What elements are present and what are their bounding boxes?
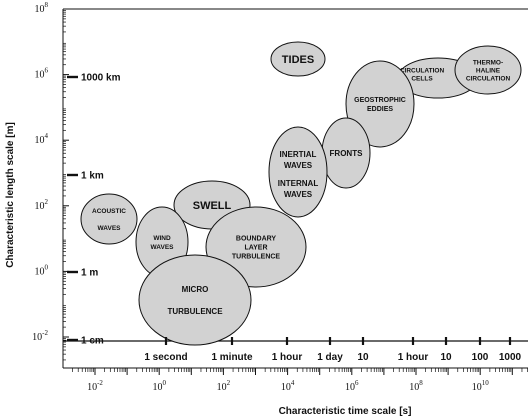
x-tick-label: 108 <box>409 379 423 393</box>
time-reference-label: 1000 <box>499 352 522 363</box>
time-reference: 100 <box>472 337 489 363</box>
bubble-shape <box>270 41 326 77</box>
y-axis-title: Characteristic length scale [m] <box>5 122 16 268</box>
x-axis-title: Characteristic time scale [s] <box>279 406 412 417</box>
bubble-shape <box>80 193 138 245</box>
length-reference: 1 m <box>67 268 98 279</box>
plot-frame <box>62 8 528 369</box>
time-reference-label: 1 hour <box>272 352 303 363</box>
y-tick: 102 <box>35 198 69 212</box>
y-tick: 106 <box>35 67 69 81</box>
x-tick-label: 1010 <box>472 379 490 393</box>
time-reference: 10 <box>357 337 369 363</box>
y-tick: 10-2 <box>32 329 69 343</box>
time-reference: 1 minute <box>211 337 253 363</box>
bubble-shape <box>345 60 415 148</box>
length-reference-label: 1000 km <box>81 73 121 84</box>
length-reference-label: 1 cm <box>81 336 104 347</box>
y-tick: 108 <box>35 1 69 15</box>
bubble-geostrophic-eddies: GEOSTROPHIC EDDIES <box>345 60 415 148</box>
x-tick-label: 102 <box>217 379 231 393</box>
bubble-tides: TIDES <box>270 41 326 77</box>
time-reference: 1 hour <box>272 337 303 363</box>
y-axis: 108 106 104 102 100 10-2 <box>32 1 69 361</box>
time-reference-label: 1 hour <box>398 352 429 363</box>
length-reference-label: 1 m <box>81 268 98 279</box>
time-reference-label: 10 <box>357 352 369 363</box>
time-reference-label: 100 <box>472 352 489 363</box>
x-tick-label: 106 <box>345 379 359 393</box>
bubble-shape <box>268 126 328 218</box>
bubble-acoustic: ACOUSTIC WAVES <box>80 193 138 245</box>
y-tick-label: 108 <box>35 1 49 15</box>
length-reference-marks: 1000 km 1 km 1 m 1 cm <box>67 73 121 347</box>
length-reference-label: 1 km <box>81 171 104 182</box>
time-reference: 1 day <box>317 337 343 363</box>
phenomena-bubbles: TIDES CIRCULATION CELLS THERMO-HALINE CIRCUL… <box>80 41 522 346</box>
bubble-label: INERTIAL WAVES INTERNAL WAVES <box>278 150 319 199</box>
y-tick: 104 <box>35 132 69 146</box>
y-tick-label: 100 <box>35 263 49 277</box>
y-tick-label: 104 <box>35 132 49 146</box>
bubble-label: BOUNDARY LAYER TURBULENCE <box>232 235 281 260</box>
bubble-fronts: FRONTS <box>321 117 371 189</box>
time-reference-label: 10 <box>440 352 452 363</box>
y-tick: 100 <box>35 263 69 277</box>
bubble-shape <box>138 254 252 346</box>
y-tick-label: 10-2 <box>32 329 48 343</box>
bubble-label: ACOUSTIC WAVES <box>92 208 126 232</box>
bubble-label: TIDES <box>282 54 314 66</box>
bubble-label: FRONTS <box>330 149 364 158</box>
y-tick-label: 102 <box>35 198 49 212</box>
bubble-label: GEOSTROPHIC EDDIES <box>354 97 406 113</box>
time-reference: 10 <box>440 337 452 363</box>
time-reference-marks: 1 second 1 minute 1 hour 1 day 10 1 hour 10 100… <box>144 337 522 363</box>
bubble-label: SWELL <box>193 200 232 212</box>
bubble-label: CIRCULATION CELLS <box>400 67 445 82</box>
length-reference: 1 cm <box>67 336 104 347</box>
bubble-label: MICRO TURBULENCE <box>167 285 223 316</box>
x-axis: 10-2 100 102 104 106 108 1010 <box>72 368 528 393</box>
bubble-thermohaline: THERMO-HALINE CIRCULATION <box>454 45 522 95</box>
length-reference: 1 km <box>67 171 104 182</box>
time-reference-label: 1 day <box>317 352 343 363</box>
x-tick-label: 104 <box>281 379 295 393</box>
time-reference-label: 1 second <box>144 352 187 363</box>
time-reference-label: 1 minute <box>211 352 253 363</box>
bubble-shape <box>454 45 522 95</box>
bubble-micro-turbulence: MICRO TURBULENCE <box>138 254 252 346</box>
time-reference: 1 second <box>144 337 188 363</box>
time-reference: 1000 <box>499 337 522 363</box>
y-tick-label: 106 <box>35 67 49 81</box>
length-reference: 1000 km <box>67 73 121 84</box>
x-tick-label: 100 <box>152 379 166 393</box>
bubble-label: THERMO-HALINE CIRCULATION <box>466 59 511 82</box>
bubble-inertial-internal: INERTIAL WAVES INTERNAL WAVES <box>268 126 328 218</box>
time-reference: 1 hour <box>398 337 429 363</box>
bubble-label: WIND WAVES <box>151 235 175 251</box>
x-tick-label: 10-2 <box>87 379 103 393</box>
